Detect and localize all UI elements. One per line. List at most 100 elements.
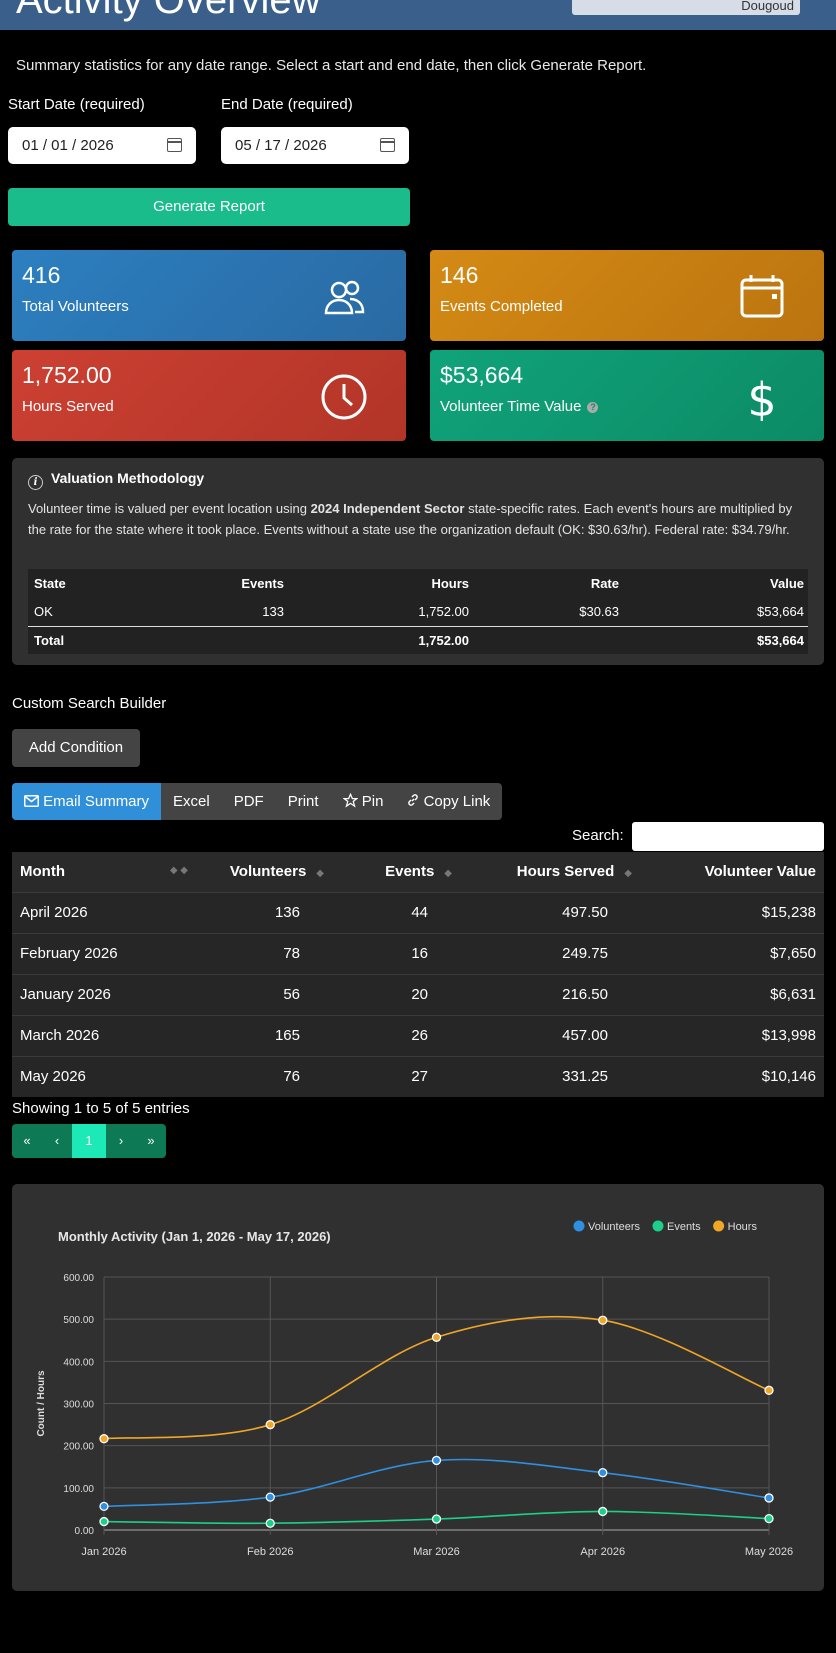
chart-title: Monthly Activity (Jan 1, 2026 - May 17, … (58, 1229, 331, 1244)
data-point-events (598, 1506, 608, 1517)
column-header: Events (241, 576, 284, 591)
total-row: Total 1,752.00 $53,664 (28, 625, 808, 654)
add-condition-button[interactable]: Add Condition (12, 729, 140, 767)
start-date-label: Start Date (required) (8, 96, 145, 113)
search-builder-title: Custom Search Builder (12, 695, 167, 712)
cell-value: $53,664 (757, 604, 804, 620)
start-date-input[interactable]: 01 / 01 / 2026 (8, 127, 196, 164)
generate-report-button[interactable]: Generate Report (8, 188, 410, 226)
cell-value: $15,238 (640, 891, 824, 933)
data-point-volunteers (99, 1501, 109, 1512)
user-name: Dougoud (741, 0, 794, 13)
y-tick-label: 0.00 (75, 1526, 95, 1537)
calendar-icon[interactable] (167, 138, 182, 152)
start-date-value: 01 / 01 / 2026 (22, 137, 114, 154)
cell-hours: 497.50 (460, 891, 640, 933)
cell-hours: 216.50 (460, 973, 640, 1015)
dollar-icon: $ (747, 373, 776, 421)
last-page-button[interactable]: » (147, 1133, 155, 1148)
envelope-icon (24, 795, 39, 807)
valuation-heading: i Valuation Methodology (28, 470, 204, 490)
link-icon (408, 794, 419, 806)
star-icon (342, 792, 359, 808)
stat-card-events: 146 Events Completed (430, 250, 824, 341)
cell-value: $10,146 (640, 1055, 824, 1097)
pin-button[interactable]: Pin (331, 783, 396, 820)
user-menu[interactable]: Dougoud (572, 0, 800, 15)
y-tick-label: 300.00 (63, 1400, 94, 1411)
cell-state: OK (34, 604, 53, 620)
legend-label-hours: Hours (728, 1221, 758, 1233)
email-summary-button[interactable]: Email Summary (12, 783, 162, 820)
cell-volunteers: 165 (196, 1014, 332, 1056)
calendar-icon[interactable] (380, 138, 395, 152)
stat-label: Total Volunteers (22, 298, 129, 315)
help-icon[interactable]: ? (587, 401, 599, 413)
sort-icon: ◆ (444, 868, 452, 880)
cell-value: $7,650 (640, 932, 824, 974)
sort-icon: ◆ (316, 868, 324, 880)
stat-card-hours: 1,752.00 Hours Served (12, 350, 406, 441)
cell-month: February 2026 (12, 932, 196, 974)
data-point-hours (598, 1315, 608, 1325)
search-input[interactable] (632, 822, 824, 851)
cell-value: $13,998 (640, 1014, 824, 1056)
valuation-methodology-panel: i Valuation Methodology Volunteer time is… (12, 458, 824, 665)
cell-events: 27 (332, 1055, 460, 1097)
print-button[interactable]: Print (287, 793, 319, 810)
search-label: Search: (572, 827, 624, 844)
export-toolbar: Email Summary Excel PDF Print Pin Copy L… (12, 783, 503, 820)
copy-link-button[interactable]: Copy Link (395, 783, 502, 820)
email-summary-label: Email Summary (43, 793, 150, 810)
svg-text:$: $ (747, 373, 776, 421)
table-row: January 2026 56 20 216.50 $6,631 (12, 973, 824, 1015)
data-point-volunteers (764, 1493, 774, 1503)
column-header-hours[interactable]: Hours Served ◆ (460, 852, 640, 892)
x-tick-label: Mar 2026 (413, 1546, 459, 1558)
stat-label: Events Completed (440, 298, 563, 315)
cell-volunteers: 136 (196, 891, 332, 933)
column-header: State (34, 576, 66, 591)
excel-button[interactable]: Excel (173, 793, 210, 810)
valuation-description: Volunteer time is valued per event locat… (28, 501, 793, 537)
y-tick-label: 200.00 (63, 1442, 94, 1453)
table-header-row: Month ◆ ◆ Volunteers ◆ Events ◆ Hours Serve… (12, 852, 824, 892)
table-row: OK 133 1,752.00 $30.63 $53,664 (28, 598, 808, 626)
cell-total-label: Total (28, 625, 158, 654)
data-point-hours (764, 1385, 774, 1395)
column-header-month[interactable]: Month ◆ ◆ (12, 852, 196, 892)
column-header-volunteers[interactable]: Volunteers ◆ (196, 852, 332, 892)
cell-events: 16 (332, 932, 460, 974)
monthly-activity-chart-card: Monthly Activity (Jan 1, 2026 - May 17, … (12, 1184, 824, 1591)
data-point-volunteers (431, 1455, 442, 1466)
column-header: Rate (590, 576, 619, 591)
y-tick-label: 100.00 (63, 1484, 94, 1495)
clock-icon (321, 374, 367, 420)
legend-marker-events (652, 1220, 664, 1232)
x-tick-label: Feb 2026 (247, 1546, 293, 1558)
cell-rate: $30.63 (579, 604, 619, 620)
column-header-events[interactable]: Events ◆ (332, 852, 460, 892)
users-icon (324, 280, 365, 315)
cell-hours: 1,752.00 (418, 604, 469, 620)
y-tick-label: 500.00 (63, 1315, 94, 1326)
data-point-hours (99, 1434, 109, 1444)
page-title: Activity Overview (16, 0, 321, 22)
column-header: Value (770, 576, 804, 591)
next-page-button[interactable]: › (118, 1133, 124, 1148)
table-info: Showing 1 to 5 of 5 entries (12, 1100, 190, 1117)
page-subtitle: Summary statistics for any date range. S… (16, 57, 647, 74)
first-page-button[interactable]: « (23, 1133, 31, 1148)
end-date-input[interactable]: 05 / 17 / 2026 (221, 127, 409, 164)
info-icon: i (28, 475, 43, 490)
x-tick-label: Apr 2026 (580, 1546, 625, 1558)
stat-card-volunteers: 416 Total Volunteers (12, 250, 406, 341)
stat-label: Hours Served (22, 398, 114, 415)
column-header-value[interactable]: Volunteer Value (640, 852, 824, 892)
previous-page-button[interactable]: ‹ (54, 1133, 60, 1148)
cell-value: $6,631 (640, 973, 824, 1015)
page-1-button[interactable]: 1 (72, 1124, 106, 1158)
table-row: May 2026 76 27 331.25 $10,146 (12, 1055, 824, 1097)
legend-label-events: Events (667, 1221, 701, 1233)
pdf-button[interactable]: PDF (233, 793, 264, 810)
